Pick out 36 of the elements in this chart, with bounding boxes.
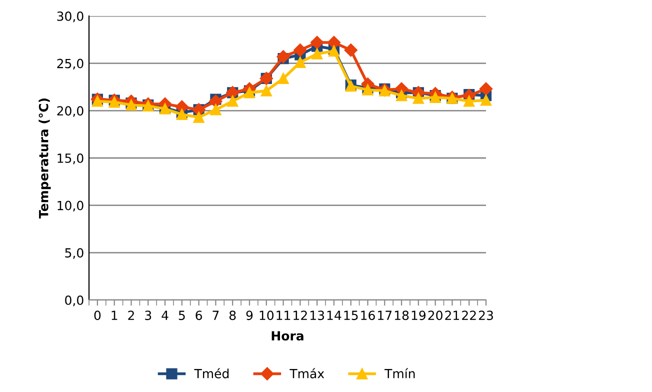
x-tick-label: 17 <box>378 310 392 320</box>
legend-label: Tméd <box>194 368 229 378</box>
x-tick-label: 23 <box>478 310 493 320</box>
legend-label: Tmín <box>384 368 415 378</box>
y-tick-label: 15,0 <box>58 153 84 164</box>
x-tick-label: 10 <box>260 310 274 320</box>
x-tick-label: 9 <box>246 310 253 320</box>
x-tick-label: 21 <box>445 310 460 320</box>
x-tick-label: 5 <box>178 310 185 320</box>
y-tick-label: 30,0 <box>57 11 84 22</box>
x-tick-label: 13 <box>310 310 324 320</box>
x-tick-label: 2 <box>128 310 134 320</box>
x-tick-label: 12 <box>294 310 307 320</box>
x-tick-label: 18 <box>394 310 409 320</box>
y-tick-label: 10,0 <box>58 200 84 212</box>
x-tick-label: 3 <box>145 310 152 320</box>
x-tick-label: 22 <box>462 310 476 320</box>
x-tick-label: 8 <box>229 310 236 320</box>
x-tick-label: 19 <box>412 310 426 320</box>
y-tick-label: 0,0 <box>65 295 84 306</box>
legend-label: Tmáx <box>290 368 324 378</box>
y-tick-label: 5,0 <box>65 248 84 259</box>
x-tick-label: 14 <box>327 310 342 320</box>
x-tick-label: 1 <box>112 310 118 320</box>
x-tick-label: 15 <box>344 310 358 320</box>
y-tick-label: 25,0 <box>57 58 84 70</box>
x-tick-label: 4 <box>162 310 168 320</box>
x-tick-label: 16 <box>361 310 375 320</box>
x-tick-label: 6 <box>196 310 202 320</box>
x-tick-label: 0 <box>94 310 101 320</box>
y-tick-label: 20,0 <box>57 106 84 117</box>
y-axis-title: Temperatura (°C) <box>38 98 51 218</box>
x-tick-label: 11 <box>276 310 290 320</box>
x-axis-title: Hora <box>272 331 304 341</box>
x-tick-label: 7 <box>212 310 219 320</box>
x-tick-label: 20 <box>428 310 442 320</box>
